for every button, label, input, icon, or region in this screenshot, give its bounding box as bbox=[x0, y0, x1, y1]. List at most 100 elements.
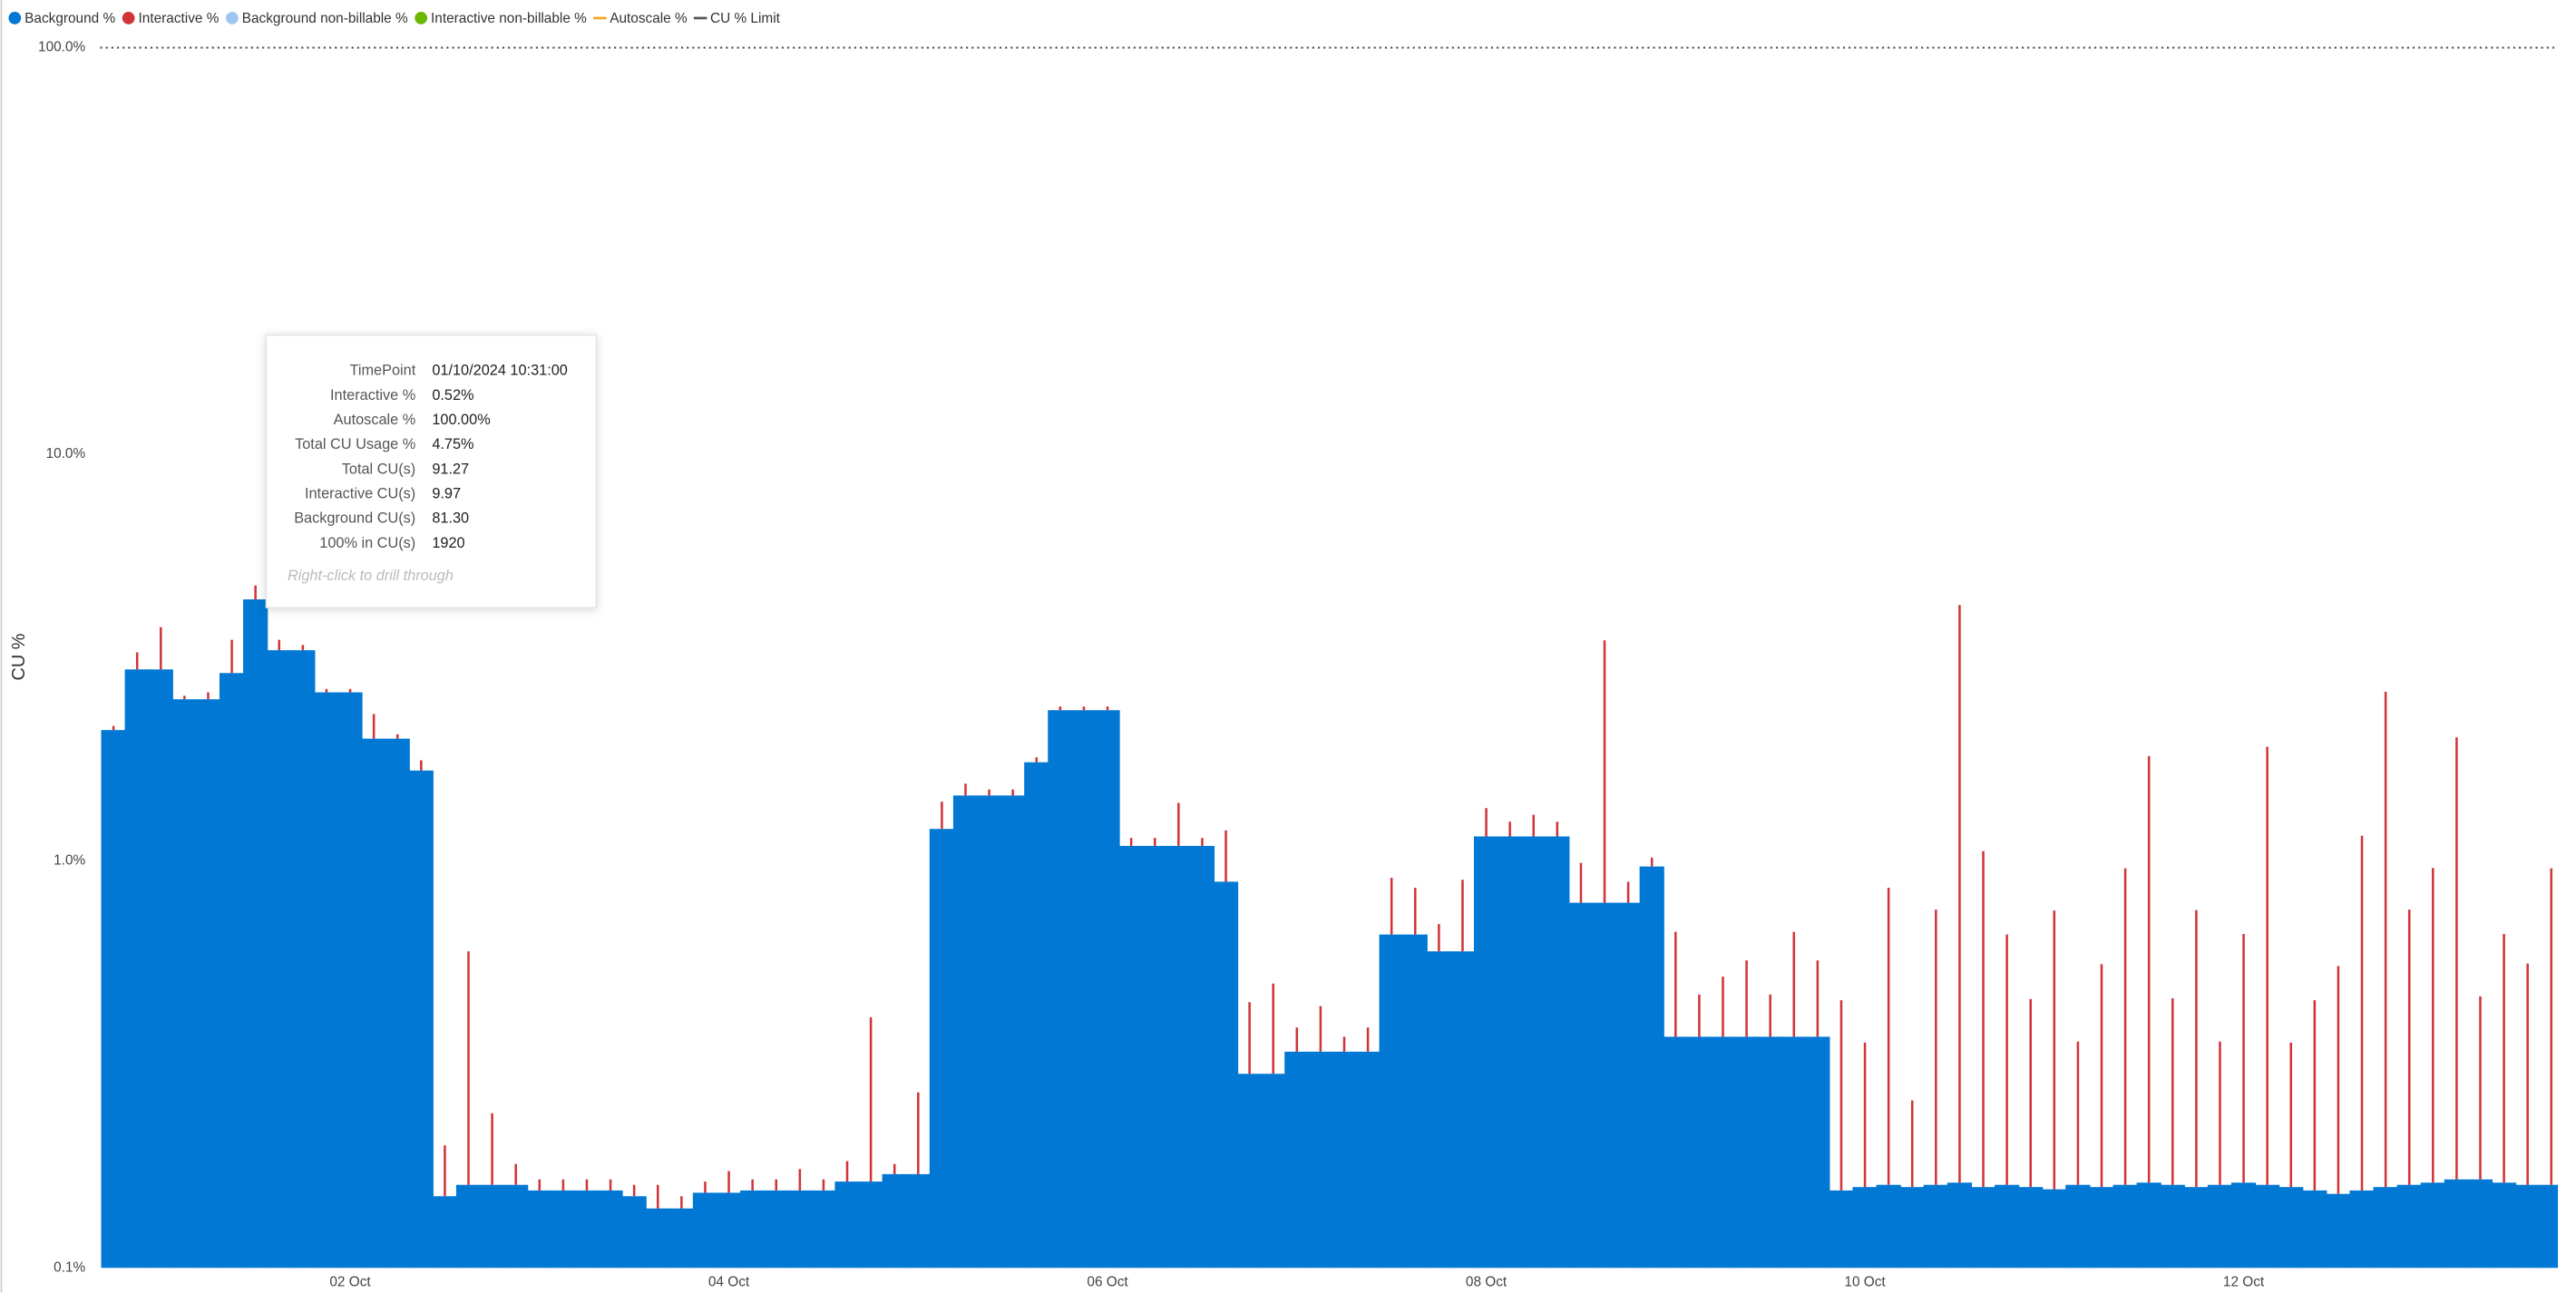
background-bar bbox=[668, 1208, 694, 1269]
x-tick-label: 10 Oct bbox=[1844, 1275, 1886, 1290]
tooltip-label: Interactive % bbox=[330, 387, 415, 403]
interactive-bar bbox=[2313, 1000, 2317, 1191]
tooltip-label: 100% in CU(s) bbox=[319, 535, 415, 551]
interactive-bar bbox=[585, 1179, 589, 1191]
interactive-bar bbox=[348, 688, 352, 693]
background-bar bbox=[834, 1181, 860, 1269]
background-bar bbox=[1213, 881, 1239, 1269]
legend-label: CU % Limit bbox=[710, 11, 781, 26]
background-bar bbox=[1498, 836, 1523, 1269]
interactive-bar bbox=[467, 951, 470, 1185]
background-bar bbox=[1449, 951, 1476, 1269]
interactive-bar bbox=[2219, 1041, 2221, 1185]
background-bar bbox=[2444, 1179, 2469, 1269]
interactive-bar bbox=[917, 1092, 920, 1174]
legend-label: Autoscale % bbox=[610, 11, 688, 26]
tooltip-label: TimePoint bbox=[349, 363, 415, 379]
x-tick-label: 04 Oct bbox=[708, 1275, 750, 1290]
interactive-bar bbox=[1626, 881, 1630, 903]
interactive-bar bbox=[160, 627, 162, 670]
legend-marker bbox=[415, 12, 428, 24]
background-bar bbox=[1592, 902, 1617, 1269]
interactive-bar bbox=[1650, 857, 1654, 867]
tooltip-label: Autoscale % bbox=[334, 412, 416, 428]
y-tick-label: 10.0% bbox=[46, 446, 86, 462]
background-bar bbox=[195, 699, 221, 1269]
interactive-bar bbox=[2289, 1042, 2293, 1188]
legend-marker bbox=[122, 12, 135, 24]
x-tick-label: 06 Oct bbox=[1087, 1275, 1128, 1290]
interactive-bar bbox=[1059, 706, 1062, 711]
background-bar bbox=[1852, 1187, 1878, 1269]
interactive-bar bbox=[1698, 994, 1701, 1037]
interactive-bar bbox=[1887, 888, 1890, 1185]
interactive-bar bbox=[1958, 605, 1961, 1183]
background-bar bbox=[2326, 1193, 2351, 1269]
background-bar bbox=[1733, 1036, 1760, 1269]
interactive-bar bbox=[2053, 910, 2056, 1190]
interactive-bar bbox=[2455, 737, 2458, 1180]
interactive-bar bbox=[325, 688, 328, 693]
tooltip-value: 100.00% bbox=[432, 412, 490, 428]
background-bar bbox=[2420, 1182, 2445, 1269]
y-tick-label: 100.0% bbox=[38, 40, 85, 55]
interactive-bar bbox=[704, 1181, 707, 1193]
interactive-bar bbox=[1035, 757, 1039, 763]
interactive-bar bbox=[632, 1184, 636, 1197]
tooltip-value: 01/10/2024 10:31:00 bbox=[432, 363, 568, 379]
background-bar bbox=[2373, 1187, 2398, 1269]
legend-label: Interactive non-billable % bbox=[431, 11, 587, 26]
interactive-bar bbox=[372, 714, 376, 739]
background-bar bbox=[811, 1190, 836, 1269]
interactive-bar bbox=[2479, 996, 2482, 1180]
background-bar bbox=[1426, 951, 1451, 1269]
tooltip-box bbox=[265, 334, 598, 608]
x-tick-label: 08 Oct bbox=[1466, 1275, 1508, 1290]
background-bar bbox=[1995, 1184, 2020, 1269]
background-bar bbox=[551, 1190, 576, 1269]
tooltip-value: 0.52% bbox=[432, 387, 473, 403]
interactive-bar bbox=[1438, 924, 1440, 952]
interactive-bar bbox=[301, 645, 305, 651]
background-bar bbox=[1876, 1184, 1901, 1269]
background-bar bbox=[1048, 710, 1073, 1269]
background-bar bbox=[1308, 1051, 1333, 1269]
interactive-bar bbox=[2100, 964, 2103, 1188]
interactive-bar bbox=[1011, 789, 1014, 796]
background-bar bbox=[2089, 1187, 2114, 1269]
interactive-bar bbox=[1579, 862, 1583, 903]
tooltip-value: 81.30 bbox=[432, 510, 469, 527]
background-bar bbox=[361, 738, 386, 1269]
background-bar bbox=[1663, 1036, 1688, 1269]
interactive-bar bbox=[1248, 1002, 1251, 1074]
interactive-bar bbox=[1153, 838, 1156, 846]
interactive-bar bbox=[444, 1145, 446, 1197]
legend: Background % Interactive % Background non-… bbox=[8, 11, 781, 26]
background-bar bbox=[1332, 1051, 1357, 1269]
background-bar bbox=[1095, 710, 1120, 1269]
interactive-bar bbox=[1722, 977, 1724, 1037]
interactive-bar bbox=[775, 1179, 777, 1191]
background-bar bbox=[598, 1190, 623, 1269]
background-bar bbox=[1237, 1074, 1263, 1269]
background-bar bbox=[1923, 1184, 1948, 1269]
interactive-bar bbox=[1863, 1042, 1867, 1188]
background-bar bbox=[1355, 1051, 1381, 1269]
legend-marker bbox=[8, 12, 22, 24]
background-bar bbox=[1970, 1187, 1996, 1269]
interactive-bar bbox=[2550, 868, 2553, 1185]
interactive-bar bbox=[1982, 851, 1985, 1188]
interactive-bar bbox=[1508, 821, 1511, 837]
background-bar bbox=[1568, 902, 1594, 1269]
interactive-bar bbox=[1485, 808, 1488, 837]
background-bar bbox=[1805, 1036, 1830, 1269]
interactive-bar bbox=[230, 639, 233, 674]
interactive-bar bbox=[2503, 934, 2505, 1183]
background-bar bbox=[2467, 1179, 2493, 1269]
background-bar bbox=[1639, 866, 1664, 1269]
interactive-bar bbox=[1839, 1000, 1843, 1191]
background-bar bbox=[314, 692, 339, 1269]
interactive-bar bbox=[1225, 830, 1227, 882]
interactive-bar bbox=[869, 1016, 873, 1182]
tooltip: TimePoint 01/10/2024 10:31:00 Interactive … bbox=[265, 334, 598, 608]
